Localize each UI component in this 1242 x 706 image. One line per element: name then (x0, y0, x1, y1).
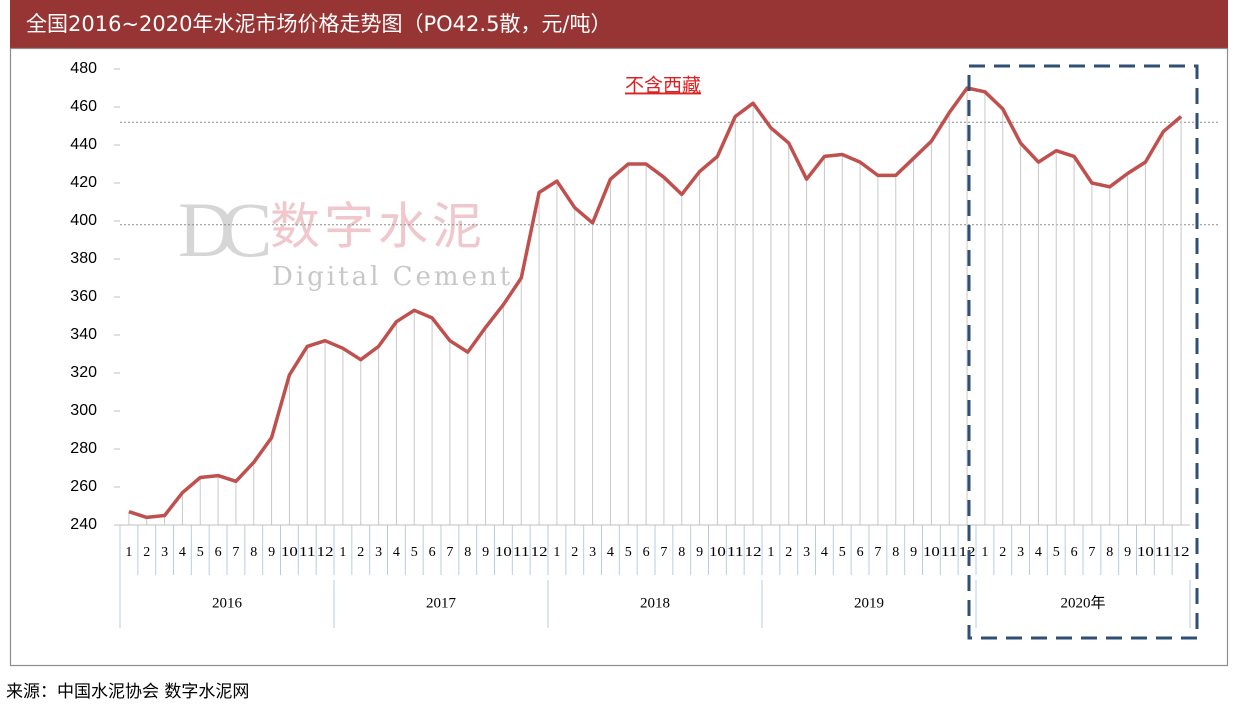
x-tick-label: 4 (393, 545, 400, 560)
x-tick-label: 10 (495, 545, 512, 560)
x-tick-label: 3 (1017, 545, 1024, 560)
price-line (128, 86, 1183, 520)
x-tick-label: 12 (959, 545, 976, 560)
chart-title: 全国2016~2020年水泥市场价格走势图（PO42.5散，元/吨） (26, 12, 612, 36)
x-tick-label: 10 (1137, 545, 1154, 560)
x-tick-label: 3 (161, 545, 168, 560)
x-tick-label: 4 (607, 545, 614, 560)
x-tick-label: 1 (125, 545, 132, 560)
x-tick-label: 11 (727, 545, 744, 560)
highlight-box (967, 64, 1199, 640)
x-tick-label: 8 (892, 545, 899, 560)
plot: 240 260 280 300 320 340 360 380 400 420 440 460 480 1… (70, 60, 1220, 628)
watermark-name-en: Digital Cement (272, 262, 513, 292)
x-tick-label: 9 (482, 545, 489, 560)
watermark-name: 数字水泥 (270, 198, 486, 256)
x-tick-label: 9 (696, 545, 703, 560)
x-tick-label: 10 (923, 545, 940, 560)
x-tick-label: 12 (745, 545, 762, 560)
x-tick-label: 1 (767, 545, 774, 560)
group-label: 2019 (854, 595, 884, 611)
group-label: 2020年 (1060, 594, 1105, 611)
x-tick-label: 9 (1124, 545, 1131, 560)
x-tick-label: 5 (197, 545, 204, 560)
x-tick-label: 8 (250, 545, 257, 560)
y-tick-label: 380 (70, 250, 97, 267)
x-tick-label: 7 (1088, 545, 1095, 560)
x-tick-label: 11 (941, 545, 958, 560)
y-tick-label: 240 (70, 516, 97, 533)
x-tick-label: 8 (1106, 545, 1113, 560)
x-tick-label: 2 (143, 545, 150, 560)
x-tick-label: 2 (999, 545, 1006, 560)
x-tick-label: 7 (232, 545, 239, 560)
x-tick-label: 10 (709, 545, 726, 560)
watermark: DC 数字水泥 Digital Cement (178, 186, 513, 292)
x-tick-label: 12 (1173, 545, 1190, 560)
x-tick-label: 12 (531, 545, 548, 560)
x-tick-label: 10 (281, 545, 298, 560)
x-tick-label: 6 (429, 545, 436, 560)
x-tick-label: 6 (643, 545, 650, 560)
source-note: 来源：中国水泥协会 数字水泥网 (6, 682, 249, 702)
x-tick-label: 7 (874, 545, 881, 560)
x-tick-label: 4 (821, 545, 828, 560)
x-tick-label: 5 (411, 545, 418, 560)
x-tick-label: 3 (803, 545, 810, 560)
y-tick-label: 280 (70, 440, 97, 457)
x-tick-label: 8 (678, 545, 685, 560)
watermark-logo: DC (178, 186, 268, 273)
y-tick-label: 340 (70, 326, 97, 343)
x-tick-label: 1 (553, 545, 560, 560)
x-tick-label: 3 (375, 545, 382, 560)
x-tick-label: 8 (464, 545, 471, 560)
x-tick-label: 1 (339, 545, 346, 560)
x-tick-label: 11 (299, 545, 316, 560)
x-tick-label: 1 (981, 545, 988, 560)
x-tick-label: 6 (215, 545, 222, 560)
x-tick-label: 12 (317, 545, 334, 560)
x-tick-label: 11 (1155, 545, 1172, 560)
chart-frame (9, 47, 1229, 667)
x-tick-label: 7 (446, 545, 453, 560)
x-tick-label: 3 (589, 545, 596, 560)
x-tick-label: 2 (785, 545, 792, 560)
y-tick-label: 420 (70, 174, 97, 191)
y-tick-label: 300 (70, 402, 97, 419)
y-tick-label: 460 (70, 98, 97, 115)
y-tick-label: 320 (70, 364, 97, 381)
group-label: 2016 (212, 595, 243, 611)
x-tick-label: 9 (910, 545, 917, 560)
annotation: 不含西藏 (625, 75, 701, 97)
x-tick-label: 5 (1053, 545, 1060, 560)
x-tick-label: 4 (1035, 545, 1042, 560)
x-tick-label: 2 (357, 545, 364, 560)
title-bar (10, 0, 1228, 48)
y-tick-label: 360 (70, 288, 97, 305)
group-label: 2018 (640, 595, 670, 611)
group-label: 2017 (426, 595, 457, 611)
y-tick-label: 440 (70, 136, 97, 153)
x-tick-label: 5 (839, 545, 846, 560)
y-tick-label: 260 (70, 478, 97, 495)
y-tick-label: 480 (70, 60, 97, 77)
x-tick-label: 11 (513, 545, 530, 560)
x-tick-label: 9 (268, 545, 275, 560)
y-tick-label: 400 (70, 212, 97, 229)
x-tick-label: 5 (625, 545, 632, 560)
x-tick-label: 6 (857, 545, 864, 560)
x-tick-label: 2 (571, 545, 578, 560)
x-tick-label: 6 (1071, 545, 1078, 560)
x-tick-label: 4 (179, 545, 186, 560)
x-tick-label: 7 (660, 545, 667, 560)
